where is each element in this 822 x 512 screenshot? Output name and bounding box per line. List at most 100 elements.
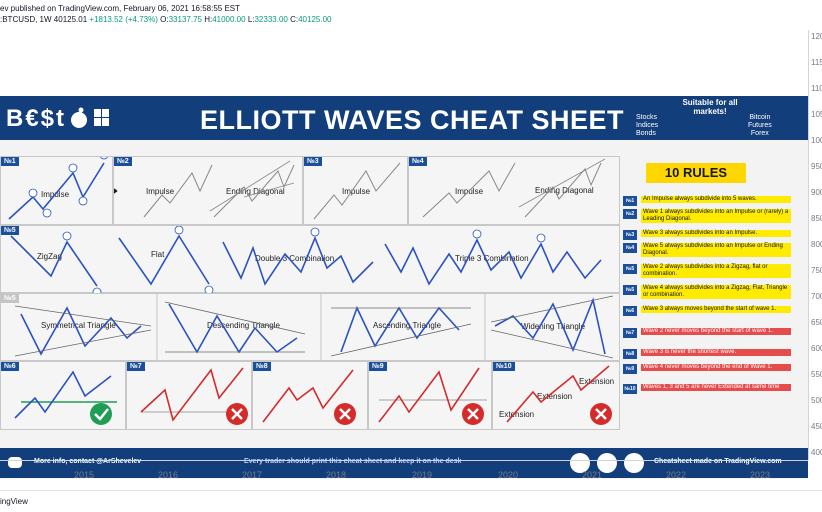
rule-number: №1 [623,196,637,206]
thumbs-up-icon [570,453,590,473]
price-tick: 550 [811,370,822,379]
rule-item: №2 Wave 1 always subdivides into an Impul… [623,209,791,223]
panel-impulse: №1 Impulse [0,156,113,225]
print-text: Every trader should print this cheat she… [244,458,462,465]
price-tick: 800 [811,240,822,249]
price-tick: 1150 [811,58,822,67]
star-icon [597,453,617,473]
chart-pane[interactable]: B€$t ELLIOTT WAVES CHEAT SHEET Suitable … [0,30,808,490]
price-tick: 600 [811,344,822,353]
price-change: +1813.52 (+4.73%) [89,15,158,24]
time-tick: 2020 [497,470,519,480]
panel-triangles: №5 Symmetrical Triangle Descending Trian… [0,293,620,362]
price-axis[interactable]: 1200 1150 1100 1050 1000 950 900 850 800 750 700 65… [808,30,822,460]
price-tick: 850 [811,214,822,223]
price-tick: 500 [811,396,822,405]
page-footer: ingView [0,490,822,512]
sheet-title: ELLIOTT WAVES CHEAT SHEET [200,105,625,135]
panel-ending-diagonal: №2 Impulse Ending Diagonal [113,156,303,225]
last-price: 40125.01 [53,15,88,24]
rule-number: №8 [623,349,637,359]
panel-rule9: №9 [368,361,492,430]
chat-icon [8,457,22,468]
rule-text: Wave 2 never moves beyond the start of w… [641,328,791,335]
price-tick: 900 [811,188,822,197]
high-label: H: [204,15,213,24]
rule-number: №6 [623,306,637,316]
rule-item: №9 Wave 4 never moves beyond the end of W… [623,364,791,377]
time-tick: 2022 [665,470,687,480]
share-icon [624,453,644,473]
made-on-text: Cheatsheet made on TradingView.com [654,458,782,465]
price-tick: 1100 [811,84,822,93]
panel-impulse-2: №3 Impulse [303,156,408,225]
price-tick: 1200 [811,32,822,41]
close-label: C: [290,15,299,24]
rule-text: Wave 1 always subdivides into an Impulse… [641,209,791,223]
rule-item: №1 An Impulse always subdivide into 5 wav… [623,196,791,209]
price-tick: 950 [811,162,822,171]
rule-text: Wave 4 always subdivides into a Zigzag, … [641,285,791,299]
open-label: O: [160,15,169,24]
rule-text: Wave 3 always subdivides into an Impulse… [641,230,791,237]
sheet-footer: More info, contact @ArShevelev Every tra… [0,448,808,478]
rule-number: №4 [623,243,637,253]
panel-rule6: №6 [0,361,126,430]
close-value: 40125.00 [298,15,332,24]
panel-impulse-diagonal: №4 Impulse Ending Diagonal [408,156,620,225]
rule-text: Wave 5 always subdivides into an Impulse… [641,243,791,257]
open-value: 33137.75 [168,15,202,24]
rule-text: Wave 4 never moves beyond the end of Wav… [641,364,791,371]
time-tick: 2019 [411,470,433,480]
rules-title: 10 RULES [646,163,746,183]
panel-corrections: №5 ZigZag Flat Double 3 Combination Trip… [0,225,620,294]
time-tick: 2016 [157,470,179,480]
time-tick: 2021 [581,470,603,480]
rule-item: №10 Waves 1, 3 and 5 are never Extended a… [623,384,791,397]
price-tick: 750 [811,266,822,275]
rule-text: Wave 3 always moves beyond the start of … [641,306,791,313]
high-value: 41000.00 [212,15,246,24]
impulse-wave-drawing [8,157,108,220]
rule-number: №3 [623,230,637,240]
asset-icons: B€$t [6,105,67,132]
rule-item: №5 Wave 4 always subdivides into a Zigzag… [623,285,791,299]
rule-number: №2 [623,209,637,219]
rule-text: An Impulse always subdivide into 5 waves… [641,196,791,203]
low-value: 32333.00 [254,15,288,24]
rule-number: №9 [623,364,637,374]
rule-text: Wave 3 is never the shortest wave. [641,349,791,356]
time-tick: 2017 [241,470,263,480]
symbol-line: :BTCUSD, 1W 40125.01 +1813.52 (+4.73%) O… [0,14,331,25]
time-tick: 2018 [325,470,347,480]
time-axis[interactable]: 2015 2016 2017 2018 2019 2020 2021 2022 2023 [0,460,808,490]
chart-header: ev published on TradingView.com, Februar… [0,0,822,30]
check-icon [90,403,112,425]
time-tick: 2023 [749,470,771,480]
rule-number: №10 [623,384,637,394]
rule-item: №4 Wave 5 always subdivides into an Impul… [623,243,791,257]
rule-text: Wave 2 always subdivides into a Zigzag, … [641,264,791,278]
rule-number: №5 [623,264,637,274]
rule-number: №5 [623,285,637,295]
rule-number: №7 [623,328,637,338]
brand: ingView [0,497,28,506]
price-tick: 650 [811,318,822,327]
price-tick: 1000 [811,136,822,145]
apple-windows-icons [71,107,109,128]
rule-text: Waves 1, 3 and 5 are never Extended at s… [641,384,791,391]
panel-rule7: №7 [126,361,252,430]
symbol[interactable]: :BTCUSD, 1W [0,15,52,24]
contact-text: More info, contact @ArShevelev [34,458,142,465]
price-tick: 700 [811,292,822,301]
suitable-text: Suitable for all markets! [682,98,738,116]
rule-item: №8 Wave 3 is never the shortest wave. [623,349,791,362]
price-tick: 400 [811,448,822,457]
panel-rule10: №10 Extension Extension Extension [492,361,620,430]
price-tick: 1050 [811,110,822,119]
rule-item: №5 Wave 2 always subdivides into a Zigzag… [623,264,791,278]
triangles-drawing [14,294,614,362]
ending-diagonal-drawing [114,160,295,218]
cheat-sheet-image: B€$t ELLIOTT WAVES CHEAT SHEET Suitable … [0,96,808,479]
panel-rule8: №8 [252,361,368,430]
